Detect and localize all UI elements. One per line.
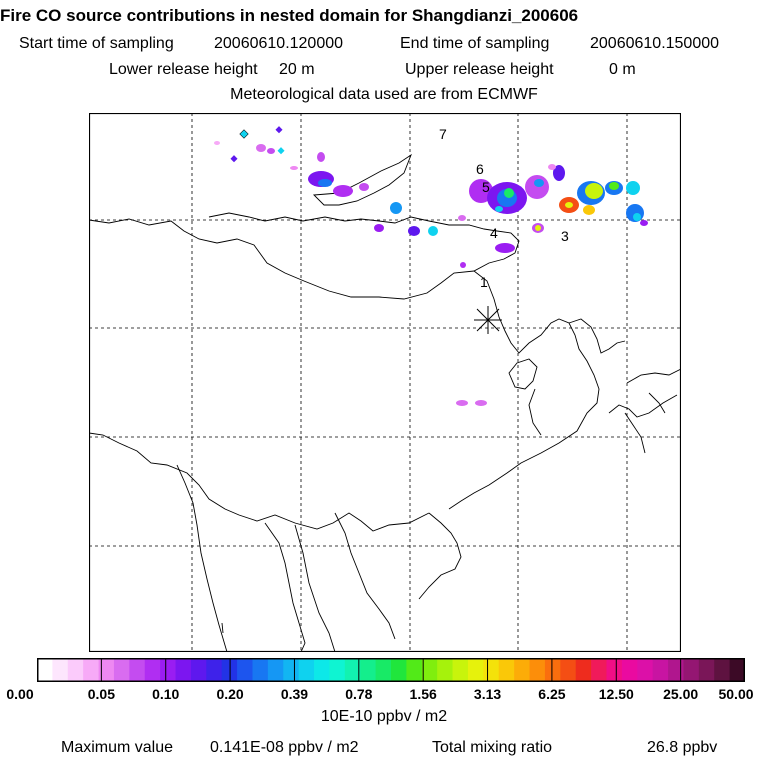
colorbar-swatch <box>298 658 315 682</box>
colorbar-swatch <box>637 658 654 682</box>
colorbar-swatch <box>652 658 669 682</box>
colorbar-swatch <box>406 658 423 682</box>
colorbar-swatch <box>391 658 407 682</box>
colorbar-tick-label: 3.13 <box>473 686 502 702</box>
colorbar-swatch <box>483 658 500 682</box>
colorbar-tick-label: 0.20 <box>216 686 244 702</box>
coastlines-borders <box>89 153 681 652</box>
end-time-value: 20060610.150000 <box>590 35 720 52</box>
colorbar-swatch <box>437 658 453 682</box>
colorbar-swatch <box>160 658 176 682</box>
page-title: Fire CO source contributions in nested d… <box>0 6 579 25</box>
fire-co-plumes <box>214 126 648 406</box>
colorbar-swatch <box>575 658 592 682</box>
graticule <box>89 113 681 652</box>
colorbar-swatch <box>529 658 546 682</box>
colorbar-swatch <box>98 658 115 682</box>
colorbar-swatch <box>344 658 361 682</box>
map-frame <box>89 113 681 652</box>
max-value: 0.141E-08 ppbv / m2 <box>210 739 359 756</box>
label-1: 1 <box>480 274 488 290</box>
colorbar-tick-label: 0.05 <box>87 686 115 702</box>
colorbar-swatch <box>67 658 84 682</box>
colorbar-swatch <box>206 658 223 682</box>
colorbar-swatch <box>314 658 330 682</box>
colorbar <box>37 658 745 682</box>
label-5: 5 <box>482 179 490 195</box>
end-time-label: End time of sampling <box>400 35 550 52</box>
colorbar-swatch <box>37 658 53 682</box>
label-4: 4 <box>490 225 498 241</box>
trajectory-labels: 1 3 4 5 6 7 <box>439 126 569 290</box>
colorbar-swatch <box>421 658 438 682</box>
colorbar-tick-label: 50.00 <box>718 686 754 702</box>
colorbar-swatch <box>514 658 530 682</box>
colorbar-tick-label: 0.39 <box>280 686 309 702</box>
colorbar-unit: 10E-10 ppbv / m2 <box>320 708 448 725</box>
colorbar-tick-label: 12.50 <box>598 686 634 702</box>
start-time-label: Start time of sampling <box>19 35 174 52</box>
colorbar-swatch <box>83 658 99 682</box>
colorbar-swatch <box>714 658 731 682</box>
colorbar-swatch <box>52 658 69 682</box>
colorbar-swatch <box>144 658 161 682</box>
colorbar-swatch <box>560 658 577 682</box>
max-value-label: Maximum value <box>61 739 174 756</box>
colorbar-swatch <box>329 658 346 682</box>
colorbar-swatch <box>190 658 207 682</box>
colorbar-swatch <box>175 658 192 682</box>
lower-release-label: Lower release height <box>109 61 258 78</box>
colorbar-swatch <box>498 658 515 682</box>
colorbar-tick-label: 25.00 <box>663 686 699 702</box>
met-data-line: Meteorological data used are from ECMWF <box>230 86 538 103</box>
map-panel: 1 3 4 5 6 7 <box>89 113 681 652</box>
label-3: 3 <box>561 228 569 244</box>
colorbar-swatch <box>729 658 745 682</box>
colorbar-swatch <box>621 658 638 682</box>
label-6: 6 <box>476 161 484 177</box>
colorbar-frame <box>37 658 745 682</box>
total-mixing-label: Total mixing ratio <box>432 739 553 756</box>
colorbar-swatch <box>267 658 284 682</box>
colorbar-swatch <box>237 658 253 682</box>
colorbar-swatch <box>698 658 715 682</box>
colorbar-swatch <box>467 658 484 682</box>
colorbar-swatch <box>606 658 623 682</box>
receptor-star-icon <box>474 306 502 334</box>
colorbar-tick-label: 0.10 <box>152 686 180 702</box>
colorbar-swatch <box>452 658 469 682</box>
colorbar-swatch <box>668 658 684 682</box>
colorbar-tick-label: 6.25 <box>538 686 566 702</box>
label-7: 7 <box>439 126 447 142</box>
colorbar-swatch <box>683 658 700 682</box>
colorbar-swatch <box>129 658 146 682</box>
colorbar-swatch <box>283 658 300 682</box>
lower-release-value: 20 m <box>279 61 315 78</box>
colorbar-swatch <box>591 658 607 682</box>
colorbar-swatch <box>375 658 392 682</box>
upper-release-value: 0 m <box>609 61 636 78</box>
upper-release-label: Upper release height <box>405 61 554 78</box>
colorbar-swatch <box>252 658 269 682</box>
colorbar-tick-label: 0.00 <box>6 686 34 702</box>
colorbar-swatch <box>360 658 377 682</box>
colorbar-swatch <box>113 658 130 682</box>
colorbar-swatch <box>544 658 561 682</box>
colorbar-tick-label: 0.78 <box>345 686 373 702</box>
total-mixing-value: 26.8 ppbv <box>647 739 718 756</box>
colorbar-tick-label: 1.56 <box>409 686 437 702</box>
start-time-value: 20060610.120000 <box>214 35 344 52</box>
